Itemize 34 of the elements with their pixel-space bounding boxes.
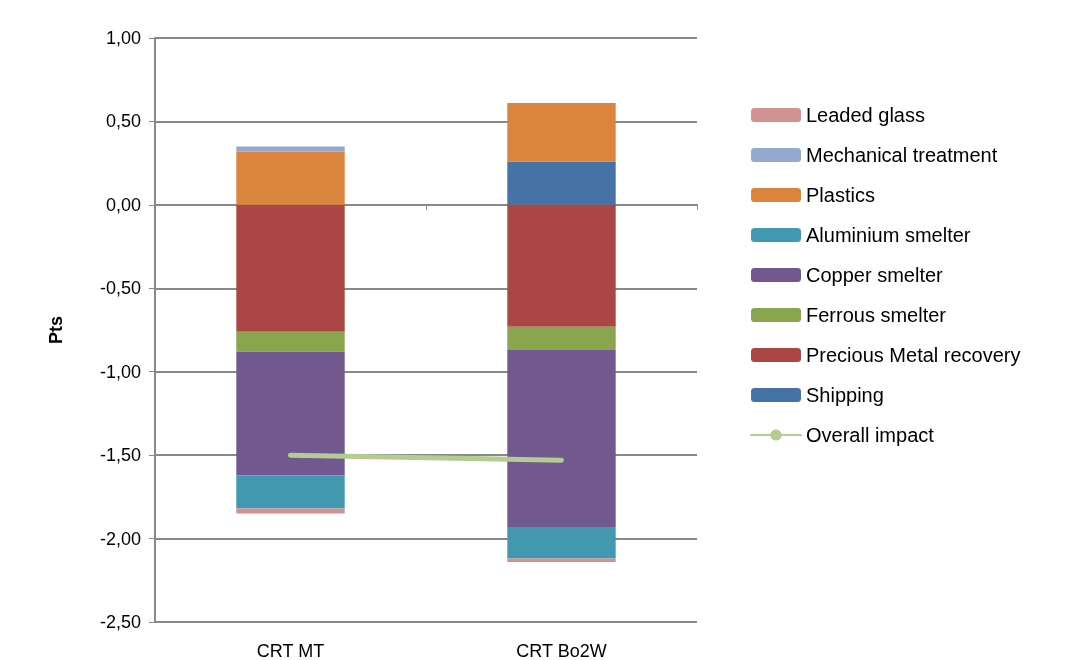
y-tick-label: -1,00 [99,361,141,382]
legend-label: Plastics [806,184,875,206]
bar [507,326,616,351]
y-tick-label: 0,00 [105,194,141,215]
y-axis-title: Pts [46,315,66,345]
bar [507,526,616,559]
legend-label: Precious Metal recovery [806,344,1021,366]
bar [507,161,616,205]
bar [236,508,345,514]
bar [236,351,345,476]
legend-label: Copper smelter [806,264,944,286]
legend-label: Ferrous smelter [806,304,947,326]
bar [236,475,345,509]
bar [507,204,616,327]
legend-label: Shipping [806,384,884,406]
x-tick-label: CRT Bo2W [516,641,607,660]
y-tick-label: -2,00 [99,528,141,549]
legend-label: Leaded glass [806,104,925,126]
bar [236,204,345,332]
y-tick-label: -2,50 [99,612,141,632]
legend-label: Aluminium smelter [806,224,971,246]
legend-label: Mechanical treatment [806,144,998,166]
y-tick-label: 0,50 [105,111,141,132]
legend-label: Overall impact [806,424,935,446]
bar [507,558,616,562]
bar [236,331,345,352]
y-tick-label: -1,50 [99,445,141,466]
bar [507,350,616,527]
y-tick-label: -0,50 [99,278,141,299]
bar [236,151,345,205]
bar [236,146,345,152]
bar [507,103,616,162]
y-tick-label: 1,00 [105,28,141,48]
x-tick-label: CRT MT [256,641,325,660]
